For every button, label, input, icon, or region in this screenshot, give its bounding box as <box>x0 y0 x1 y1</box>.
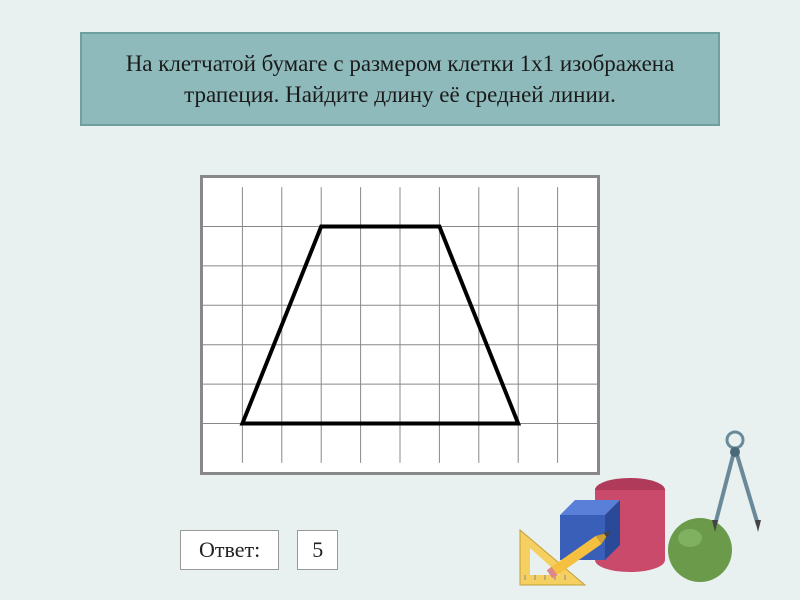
answer-row: Ответ: 5 <box>180 530 338 570</box>
decorations <box>500 410 780 590</box>
sphere-icon <box>668 518 732 582</box>
question-box: На клетчатой бумаге с размером клетки 1x… <box>80 32 720 126</box>
question-text: На клетчатой бумаге с размером клетки 1x… <box>106 48 694 110</box>
decoration-svg <box>500 410 780 590</box>
compass-icon <box>712 432 761 532</box>
answer-value: 5 <box>297 530 338 570</box>
answer-label: Ответ: <box>180 530 279 570</box>
